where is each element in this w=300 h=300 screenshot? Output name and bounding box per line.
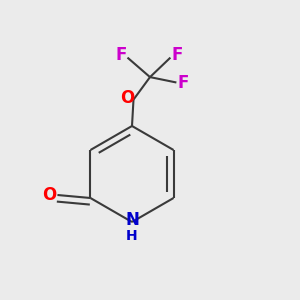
Text: O: O [42, 186, 56, 204]
Text: H: H [126, 230, 138, 243]
Text: F: F [178, 74, 189, 92]
Text: O: O [120, 89, 134, 107]
Text: F: F [116, 46, 127, 64]
Text: N: N [125, 211, 139, 229]
Text: F: F [171, 46, 183, 64]
